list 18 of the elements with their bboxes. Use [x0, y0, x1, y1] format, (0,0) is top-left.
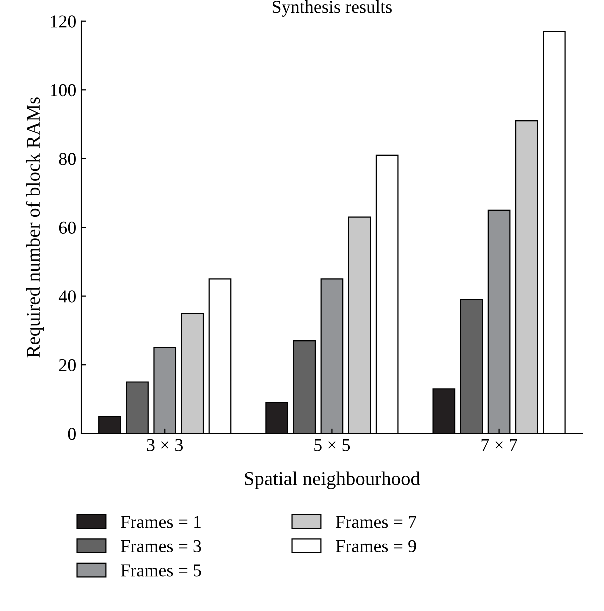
legend-label: Frames = 7 — [336, 516, 416, 528]
y-tick-label: 40 — [58, 290, 76, 303]
y-tick-label: 60 — [59, 222, 76, 234]
x-tick-label: 3 × 3 — [147, 439, 184, 452]
x-tick-label: 5 × 5 — [314, 439, 350, 452]
y-tick-label: 120 — [51, 16, 76, 28]
y-tick-label: 80 — [59, 153, 76, 166]
legend-label: Frames = 5 — [121, 564, 202, 577]
legend-label: Frames = 9 — [336, 540, 416, 553]
legend-label: Frames = 3 — [121, 540, 202, 553]
y-tick-label: 0 — [68, 428, 76, 440]
x-tick-label: 7 × 7 — [482, 439, 518, 452]
y-axis-title: Required number of block RAMs — [26, 98, 44, 358]
y-tick-label: 20 — [59, 359, 76, 372]
legend-label: Frames = 1 — [121, 516, 201, 528]
chart-title: Synthesis results — [272, 0, 392, 17]
y-tick-label: 100 — [51, 84, 76, 97]
x-axis-title: Spatial neighbourhood — [245, 472, 420, 490]
